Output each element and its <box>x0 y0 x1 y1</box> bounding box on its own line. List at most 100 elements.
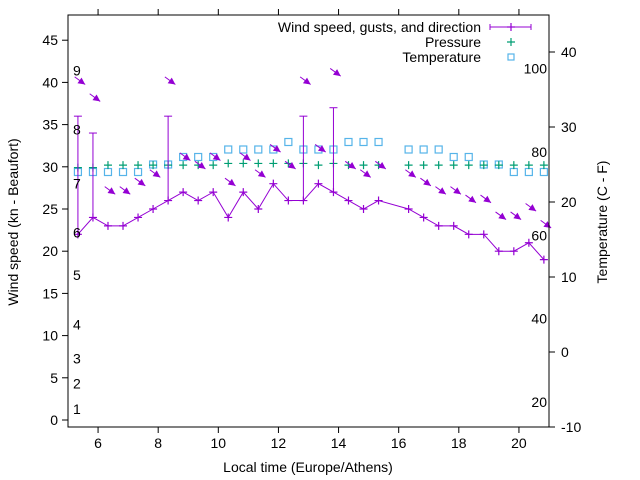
wind-speed-point <box>359 205 368 213</box>
arrow-head-icon <box>242 153 251 161</box>
pressure-point <box>149 161 158 170</box>
temperature-point <box>464 152 473 162</box>
wind-speed-point <box>284 196 293 205</box>
legend-wind-marker <box>507 23 515 31</box>
wind-speed-point <box>254 205 263 213</box>
temperature-point <box>254 145 263 154</box>
temperature-point <box>118 167 128 177</box>
legend-temperature-marker <box>507 53 515 61</box>
y2-axis-title: Temperature (C - F) <box>594 161 610 284</box>
arrow-head-icon <box>528 204 537 212</box>
pressure-point <box>539 161 548 170</box>
pressure-point <box>509 161 518 170</box>
beaufort-label: 2 <box>73 376 81 392</box>
pressure-point <box>479 161 488 170</box>
beaufort-label: 1 <box>73 401 81 417</box>
wind-speed-point <box>224 213 233 222</box>
pressure-point <box>449 161 458 170</box>
beaufort-label: 8 <box>73 122 81 138</box>
y-tick-label: 15 <box>42 285 58 301</box>
arrow-head-icon <box>468 195 476 203</box>
arrow-head-icon <box>77 77 86 85</box>
y2-tick-label: 30 <box>561 119 577 135</box>
arrow-head-icon <box>513 212 522 220</box>
y2-tick-label: 10 <box>561 269 577 285</box>
temperature-point <box>404 145 413 154</box>
temperature-point <box>509 167 518 177</box>
temperature-point <box>359 137 368 147</box>
arrow-head-icon <box>423 178 431 186</box>
beaufort-label: 7 <box>73 176 81 192</box>
wind-speed-point <box>239 188 248 197</box>
pressure-point <box>119 161 128 170</box>
wind-speed-point <box>194 196 203 205</box>
x-tick-label: 12 <box>271 435 287 451</box>
pressure-point <box>103 161 112 170</box>
legend-label-pressure: Pressure <box>425 34 481 50</box>
arrow-head-icon <box>378 161 386 169</box>
y-tick-label: 20 <box>42 243 58 259</box>
wind-speed-point <box>374 196 383 205</box>
arrow-head-icon <box>197 161 206 169</box>
arrow-head-icon <box>212 153 221 161</box>
temperature-point <box>194 152 203 162</box>
wind-speed-point <box>509 247 518 256</box>
x-axis-title: Local time (Europe/Athens) <box>223 459 393 475</box>
wind-speed-point <box>119 221 128 230</box>
wind-speed-line <box>77 182 545 260</box>
temperature-point <box>284 137 293 147</box>
wind-speed-point <box>103 221 112 230</box>
temperature-point <box>434 145 443 154</box>
arrow-head-icon <box>182 153 191 161</box>
arrow-head-icon <box>122 187 131 195</box>
fahrenheit-label: 40 <box>531 311 547 327</box>
wind-speed-point <box>464 230 473 239</box>
wind-speed-point <box>434 221 443 230</box>
pressure-point <box>254 159 263 168</box>
y-tick-label: 30 <box>42 159 58 175</box>
x-tick-label: 8 <box>154 435 162 451</box>
y-axis-title: Wind speed (kn - Beaufort) <box>5 138 21 305</box>
arrow-head-icon <box>483 195 492 203</box>
temperature-point <box>524 167 533 177</box>
wind-speed-point <box>179 188 188 197</box>
legend-label-wind: Wind speed, gusts, and direction <box>278 19 481 35</box>
legend-pressure-marker <box>507 38 515 46</box>
arrow-head-icon <box>257 170 266 178</box>
temperature-point <box>419 145 428 154</box>
arrow-head-icon <box>167 77 176 85</box>
arrow-head-icon <box>453 187 461 195</box>
pressure-point <box>239 159 248 168</box>
wind-speed-point <box>134 213 143 222</box>
arrow-head-icon <box>363 170 371 178</box>
wind-speed-point <box>404 205 413 213</box>
pressure-point <box>524 161 533 170</box>
x-tick-label: 18 <box>451 435 467 451</box>
pressure-point <box>434 161 443 170</box>
pressure-point <box>359 161 368 170</box>
wind-speed-point <box>269 179 278 188</box>
y-tick-label: 10 <box>42 328 58 344</box>
fahrenheit-label: 20 <box>531 394 547 410</box>
wind-speed-point <box>494 247 503 256</box>
temperature-point <box>539 167 548 177</box>
pressure-point <box>494 161 503 170</box>
wind-speed-point <box>524 238 533 247</box>
temperature-point <box>374 137 383 147</box>
arrow-head-icon <box>498 212 507 220</box>
arrow-head-icon <box>332 69 341 77</box>
pressure-point <box>179 161 188 170</box>
pressure-point <box>314 161 323 170</box>
beaufort-label: 9 <box>73 63 81 79</box>
arrow-head-icon <box>272 145 281 153</box>
wind-speed-point <box>419 213 428 222</box>
temperature-point <box>103 167 113 177</box>
y2-tick-label: 40 <box>561 44 577 60</box>
arrow-head-icon <box>107 187 116 195</box>
beaufort-label: 4 <box>73 317 81 333</box>
y-tick-label: 0 <box>50 412 58 428</box>
wind-speed-point <box>539 255 548 264</box>
temperature-point <box>449 152 458 162</box>
y2-tick-label: -10 <box>561 419 581 435</box>
arrow-head-icon <box>348 161 356 169</box>
